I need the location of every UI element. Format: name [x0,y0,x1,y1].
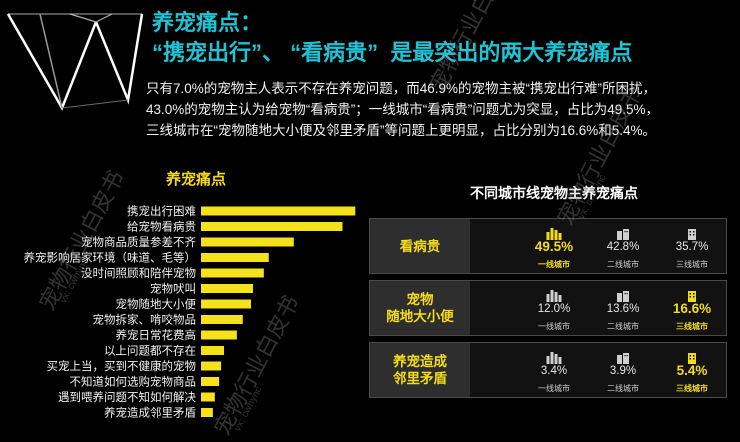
summary-line: 只有7.0%的宠物主人表示不存在养宠问题，而46.9%的宠物主被“携宠出行难”所… [146,81,657,96]
bar [201,268,264,278]
pain-points-bar-chart: 携宠出行困难给宠物看病贵宠物商品质量参差不齐养宠影响居家环境（味道、毛等）没时间… [24,204,356,420]
tier2-city-buildings-icon [617,229,629,240]
bar [201,206,356,216]
tier1-city-buildings-icon [546,290,562,302]
cell-value: 5.4% [676,363,708,378]
table-row: 看病贵 49.5% 一线城市 42.8% 二线城市 35.7% 三线城市 [369,218,727,274]
tier3-city-building-icon [688,291,696,302]
summary-line: 43.0%的宠物主认为给宠物“看病贵”；一线城市“看病贵”问题尤为突显，占比为4… [146,102,660,117]
city-tier-label: 二线城市 [607,384,639,393]
bar-chart-title: 养宠痛点 [166,171,227,188]
bar [201,315,243,324]
city-tier-label: 三线城市 [676,260,708,269]
table-cell: 5.4% 三线城市 [662,343,722,397]
cell-value: 42.8% [606,241,640,253]
bar-category-label: 养宠造成邻里矛盾 [104,406,196,420]
city-tier-label: 一线城市 [538,260,570,269]
row-label: 养宠造成 邻里矛盾 [370,343,470,397]
table-cell: 42.8% 二线城市 [593,219,653,273]
row-label: 看病贵 [370,219,470,273]
table-cell: 3.4% 一线城市 [524,343,584,397]
cell-value: 49.5% [534,239,574,254]
tier2-city-buildings-icon [617,291,629,302]
bar [201,377,220,386]
bar-category-label: 养宠影响居家环境（味道、毛等） [24,251,197,265]
cell-value: 12.0% [537,303,571,315]
cell-value: 16.6% [672,301,712,316]
bar [201,222,343,231]
row-label-line: 宠物 [406,292,434,307]
bar-category-label: 不知道如何选购宠物商品 [70,375,197,389]
city-tier-label: 一线城市 [538,384,570,393]
row-label-line: 看病贵 [399,238,441,254]
bar [201,299,252,309]
bar-category-label: 宠物拆家、啃咬物品 [93,313,197,327]
bar-category-label: 携宠出行困难 [127,204,196,218]
bar [201,284,253,293]
cell-value: 3.4% [540,365,568,377]
bar [201,330,237,340]
bar [201,392,215,402]
city-tier-label: 一线城市 [538,322,570,331]
geometric-logo-icon [6,13,144,111]
summary-line: 三线城市在“宠物随地大小便及邻里矛盾”等问题上更明显，占比分别为16.6%和5.… [146,123,657,138]
tier1-city-buildings-icon [546,228,562,240]
table-cell: 3.9% 二线城市 [593,343,653,397]
city-table-title: 不同城市线宠物主养宠痛点 [470,185,638,201]
city-tier-label: 三线城市 [676,384,708,393]
table-cell: 12.0% 一线城市 [524,281,584,335]
table-cell: 16.6% 三线城市 [662,281,722,335]
bar [201,253,269,262]
bar-category-label: 养宠日常花费高 [116,328,197,342]
city-tier-table: 看病贵 49.5% 一线城市 42.8% 二线城市 35.7% 三线城市 宠物 随地大小便 12.… [369,218,727,398]
bar-category-label: 以上问题都不存在 [104,344,196,358]
table-cell: 49.5% 一线城市 [524,219,584,273]
bar-category-label: 宠物随地大小便 [116,297,197,311]
bar-category-label: 遇到喂养问题不知如何解决 [58,390,196,404]
tier2-city-buildings-icon [617,353,629,364]
table-cell: 13.6% 二线城市 [593,281,653,335]
cell-value: 3.9% [609,365,637,377]
bar-category-label: 没时间照顾和陪伴宠物 [81,266,196,280]
city-tier-label: 二线城市 [607,260,639,269]
page-title-line1: 养宠痛点： [152,10,263,35]
bar-category-label: 买宠上当，买到不健康的宠物 [47,359,197,373]
row-label-line: 养宠造成 [393,354,447,369]
bar-category-label: 宠物吠叫 [150,282,196,296]
cell-value: 13.6% [606,303,640,315]
tier1-city-buildings-icon [546,352,562,364]
page-title-line2: “携宠出行”、 “看病贵” 是最突出的两大养宠痛点 [152,40,633,65]
row-label-line: 随地大小便 [386,309,454,324]
table-row: 宠物随地大小便 12.0% 一线城市 13.6% 二线城市 16.6% 三线城市 [369,280,727,336]
city-tier-label: 二线城市 [607,322,639,331]
bar-category-label: 给宠物看病贵 [127,220,196,234]
bar [201,361,222,371]
table-cell: 35.7% 三线城市 [662,219,722,273]
city-tier-label: 三线城市 [676,322,708,331]
tier3-city-building-icon [688,353,696,364]
row-label-line: 邻里矛盾 [393,371,447,386]
table-row: 养宠造成邻里矛盾 3.4% 一线城市 3.9% 二线城市 5.4% 三线城市 [369,342,727,398]
bar-category-label: 宠物商品质量参差不齐 [81,235,196,249]
bar [201,346,225,355]
cell-value: 35.7% [675,241,709,253]
tier3-city-building-icon [688,229,696,240]
row-label: 宠物 随地大小便 [370,281,470,335]
bar [201,237,294,247]
bar [201,408,213,417]
